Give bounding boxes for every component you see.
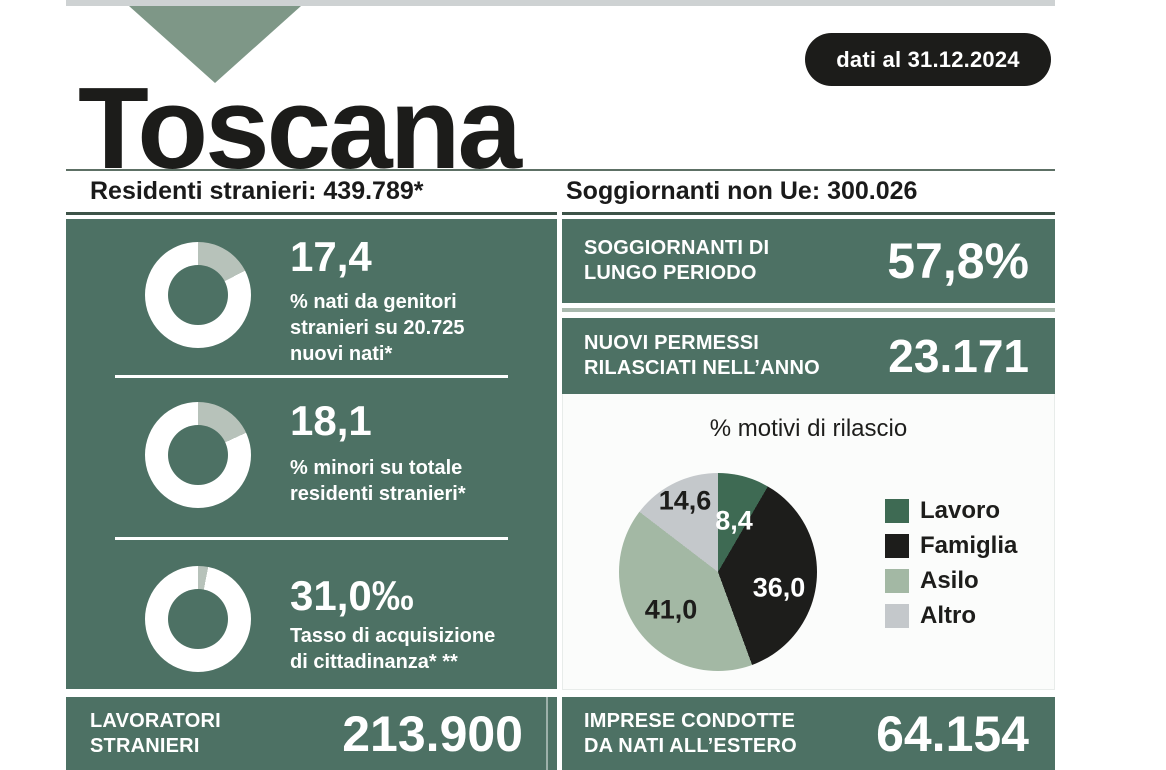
pie-chart-title: % motivi di rilascio <box>709 415 908 442</box>
top-gray-bar <box>66 0 1055 6</box>
new-permits-label: NUOVI PERMESSI RILASCIATI NELL’ANNO <box>584 332 820 379</box>
pie-chart <box>619 473 817 671</box>
right-section-header: Soggiornanti non Ue: 300.026 <box>566 177 918 205</box>
long-stay-permits-panel: SOGGIORNANTI DI LUNGO PERIODO 57,8% <box>562 219 1055 303</box>
stat-desc-minors: % minori su totale residenti stranieri* <box>290 457 466 505</box>
date-badge-label: dati al 31.12.2024 <box>836 46 1020 72</box>
legend-item-asilo: Asilo <box>885 569 1017 593</box>
panel-divider-line <box>562 308 1055 312</box>
legend-swatch-altro <box>885 604 909 628</box>
stat-value-minors: 18,1 <box>290 397 372 444</box>
page-title: Toscana <box>78 63 522 193</box>
foreign-workers-bar: LAVORATORI STRANIERI 213.900 <box>66 697 557 770</box>
donut-chart-births <box>145 242 251 348</box>
stat-value-citizenship: 31,0‰ <box>290 572 414 619</box>
pie-value-asilo: 41,0 <box>644 594 698 625</box>
donut-chart-citizenship <box>145 566 251 672</box>
foreign-workers-label: LAVORATORI STRANIERI <box>90 709 221 757</box>
pie-value-altro: 14,6 <box>658 485 712 516</box>
donut-chart-minors <box>145 402 251 508</box>
legend-item-famiglia: Famiglia <box>885 534 1017 558</box>
left-section-header: Residenti stranieri: 439.789* <box>90 177 424 205</box>
foreign-born-businesses-bar: IMPRESE CONDOTTE DA NATI ALL’ESTERO 64.1… <box>562 697 1055 770</box>
legend-swatch-lavoro <box>885 499 909 523</box>
legend-item-lavoro: Lavoro <box>885 499 1017 523</box>
stat-desc-citizenship: Tasso di acquisizione di cittadinanza* *… <box>290 625 496 673</box>
residents-stats-panel: 17,4 % nati da genitori stranieri su 20.… <box>66 219 557 689</box>
down-triangle-marker-icon <box>129 6 301 83</box>
legend-swatch-asilo <box>885 569 909 593</box>
stat-desc-births: % nati da genitori stranieri su 20.725 n… <box>290 291 465 365</box>
long-stay-permits-value: 57,8% <box>887 233 1029 289</box>
stat-separator <box>115 537 508 540</box>
date-badge: dati al 31.12.2024 <box>805 33 1051 86</box>
legend-label-asilo: Asilo <box>920 567 979 594</box>
foreign-born-businesses-value: 64.154 <box>876 705 1029 762</box>
permit-reasons-chart-area: % motivi di rilascio 8,4 36,0 41,0 14,6 … <box>562 394 1055 690</box>
new-permits-value: 23.171 <box>888 330 1029 382</box>
stat-separator <box>115 375 508 378</box>
pie-value-famiglia: 36,0 <box>752 572 806 603</box>
header-rule-bottom-right <box>562 212 1055 215</box>
legend-item-altro: Altro <box>885 604 1017 628</box>
foreign-born-businesses-label: IMPRESE CONDOTTE DA NATI ALL’ESTERO <box>584 709 797 757</box>
legend-label-lavoro: Lavoro <box>920 497 1001 524</box>
header-rule-bottom-left <box>66 212 557 215</box>
pie-legend: Lavoro Famiglia Asilo Altro <box>885 499 1017 639</box>
legend-label-famiglia: Famiglia <box>920 532 1018 559</box>
legend-label-altro: Altro <box>920 602 976 629</box>
header-rule-top <box>66 169 1055 171</box>
legend-swatch-famiglia <box>885 534 909 558</box>
stat-value-births: 17,4 <box>290 233 372 280</box>
bar-divider-line <box>546 697 548 770</box>
new-permits-panel: NUOVI PERMESSI RILASCIATI NELL’ANNO 23.1… <box>562 318 1055 394</box>
pie-value-lavoro: 8,4 <box>715 505 753 536</box>
long-stay-permits-label: SOGGIORNANTI DI LUNGO PERIODO <box>584 237 770 284</box>
foreign-workers-value: 213.900 <box>342 705 523 762</box>
